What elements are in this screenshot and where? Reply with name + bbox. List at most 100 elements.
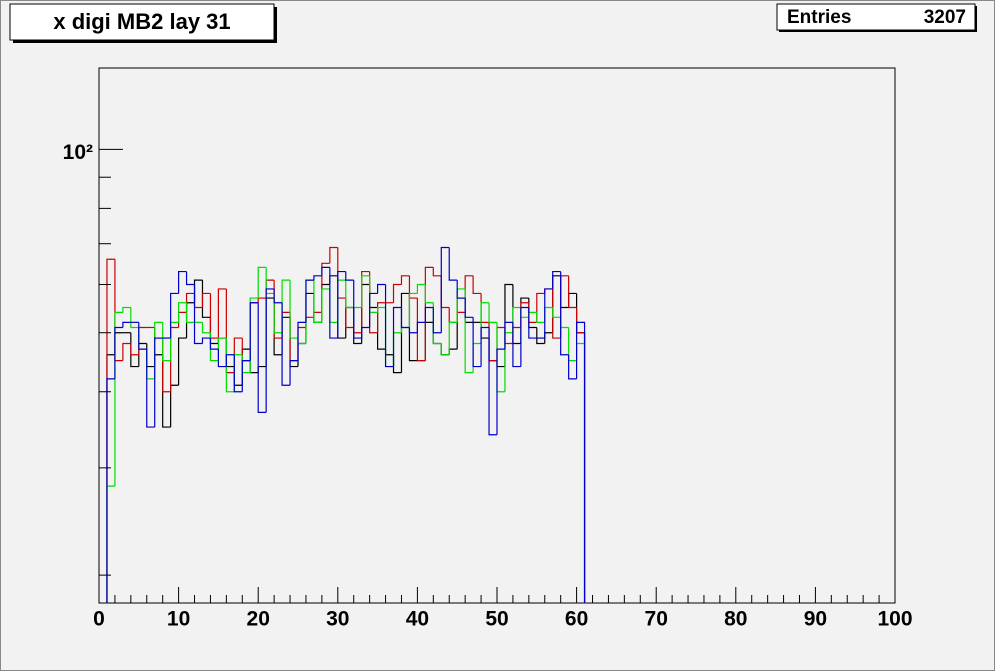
histogram-bin [472, 275, 482, 295]
histogram-bin [488, 327, 497, 436]
title-box [9, 3, 275, 41]
histogram-bin [178, 302, 187, 323]
x-tick-label: 100 [877, 608, 912, 631]
histogram-bin [114, 311, 123, 487]
histogram-bin [249, 302, 259, 361]
histogram-bin [257, 302, 267, 413]
histogram-bin [146, 349, 155, 428]
histogram-bin [185, 271, 195, 286]
histogram-bin [536, 327, 545, 345]
histogram-bin [265, 288, 275, 413]
histogram-bin [416, 321, 426, 333]
histogram-bin [257, 266, 267, 299]
histogram-bin [377, 306, 386, 313]
histogram-bin [313, 280, 322, 323]
histogram-bin [536, 312, 545, 323]
histogram-bin [321, 288, 330, 323]
histogram-bin [353, 280, 362, 339]
histogram-bin [560, 271, 569, 356]
histogram-bin [528, 307, 537, 339]
histogram-bin [154, 337, 163, 428]
histogram-bin [432, 307, 442, 334]
histogram-bin [361, 326, 370, 339]
histogram-bin [130, 307, 139, 329]
histogram-bin [377, 302, 386, 333]
histogram-bin [464, 298, 474, 318]
histogram-bin [552, 288, 561, 339]
stats-box [776, 3, 976, 31]
histogram-bin [313, 275, 322, 281]
histogram-bin [576, 321, 586, 603]
y-tick-label: 10² [63, 141, 93, 164]
x-tick-label: 30 [326, 608, 349, 631]
histogram-bin [305, 279, 314, 323]
x-tick-label: 10 [167, 608, 190, 631]
histogram-bin [361, 270, 370, 333]
histogram-bin [122, 321, 131, 328]
histogram-bin [424, 266, 434, 361]
histogram-bin [400, 307, 410, 329]
histogram-bin [392, 283, 402, 303]
histogram-bin [178, 270, 187, 294]
histogram-bin [456, 280, 466, 299]
histogram-bin [241, 359, 251, 392]
histogram-bin [233, 354, 243, 393]
histogram-bin [544, 288, 553, 339]
histogram-bin [193, 284, 203, 345]
histogram-bin [488, 302, 497, 323]
histogram-bin [416, 298, 426, 362]
histogram-bin [432, 267, 442, 277]
chart-title: x digi MB2 lay 31 [53, 9, 230, 34]
histogram-bin [114, 326, 123, 379]
histogram-bin [106, 378, 115, 603]
histogram-bin [297, 321, 306, 361]
histogram-bin [568, 354, 577, 380]
histogram-bin [392, 306, 402, 367]
x-tick-label: 80 [724, 608, 747, 631]
histogram-bin [289, 359, 298, 386]
histogram-bin [496, 348, 505, 435]
histogram-bin [345, 280, 354, 309]
histogram-bin [568, 275, 577, 309]
histogram-bin [201, 292, 211, 308]
x-tick-label: 20 [247, 608, 270, 631]
histogram-bin [361, 275, 370, 308]
histogram-bin [552, 307, 561, 318]
histogram-bin [170, 292, 179, 339]
histogram-bin [377, 283, 386, 294]
histogram-bin [424, 284, 434, 304]
histogram-bin [273, 288, 283, 304]
histogram-bin [480, 326, 490, 367]
histogram-bin [552, 270, 561, 289]
histogram-bin [400, 292, 410, 373]
histogram-bin [162, 322, 171, 362]
histogram-bin [281, 302, 291, 386]
histogram-bin [122, 306, 131, 313]
x-tick-label: 40 [406, 608, 429, 631]
histogram-bin [185, 302, 195, 323]
histogram-bin [400, 275, 410, 285]
histogram-bin [225, 354, 235, 367]
histogram-bin [289, 280, 298, 339]
histogram-bin [130, 343, 139, 356]
histogram-bin [408, 327, 418, 334]
histogram-bin [512, 322, 521, 368]
histogram-bin [337, 270, 346, 339]
histogram-bin [217, 288, 227, 339]
x-tick-label: 70 [645, 608, 668, 631]
x-tick-label: 90 [804, 608, 827, 631]
histogram-bin [201, 322, 211, 334]
x-tick-label: 60 [565, 608, 588, 631]
histogram-bin [178, 337, 187, 386]
histogram-bin [440, 246, 450, 333]
histogram-bin [201, 337, 211, 344]
histogram-bin [416, 283, 426, 294]
histogram-bin [201, 280, 211, 318]
histogram-bin [329, 246, 338, 264]
histogram-bin [504, 321, 513, 350]
histogram-bin [345, 271, 354, 281]
stats-value: 3207 [924, 7, 966, 28]
histogram-bin [448, 247, 458, 281]
x-tick-label: 50 [485, 608, 508, 631]
